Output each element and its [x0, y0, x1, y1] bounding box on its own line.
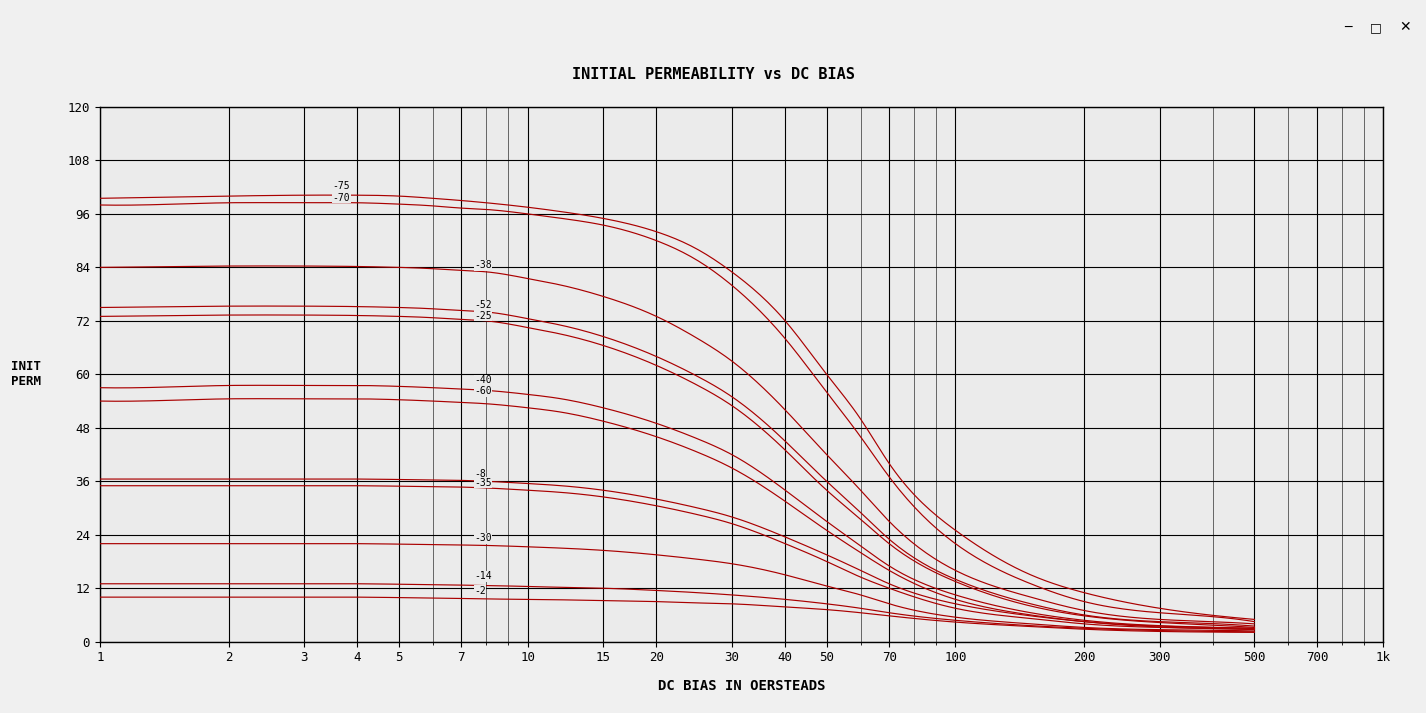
- Text: ─: ─: [1343, 21, 1352, 34]
- Text: -25: -25: [475, 311, 492, 321]
- Y-axis label: INIT
PERM: INIT PERM: [11, 360, 41, 389]
- Text: -52: -52: [475, 300, 492, 310]
- Text: -35: -35: [475, 478, 492, 488]
- Text: -38: -38: [475, 260, 492, 270]
- Text: ✕: ✕: [1399, 21, 1410, 34]
- Text: -8: -8: [475, 469, 486, 479]
- X-axis label: DC BIAS IN OERSTEADS: DC BIAS IN OERSTEADS: [657, 679, 826, 693]
- Text: -2: -2: [475, 585, 486, 595]
- Text: -70: -70: [332, 193, 351, 202]
- Text: -60: -60: [475, 386, 492, 396]
- Text: -40: -40: [475, 375, 492, 385]
- Text: -30: -30: [475, 533, 492, 543]
- Text: INITIAL PERMEABILITY vs DC BIAS: INITIAL PERMEABILITY vs DC BIAS: [572, 67, 854, 83]
- Text: □: □: [1370, 21, 1382, 34]
- Text: -14: -14: [475, 571, 492, 581]
- Text: -75: -75: [332, 181, 351, 191]
